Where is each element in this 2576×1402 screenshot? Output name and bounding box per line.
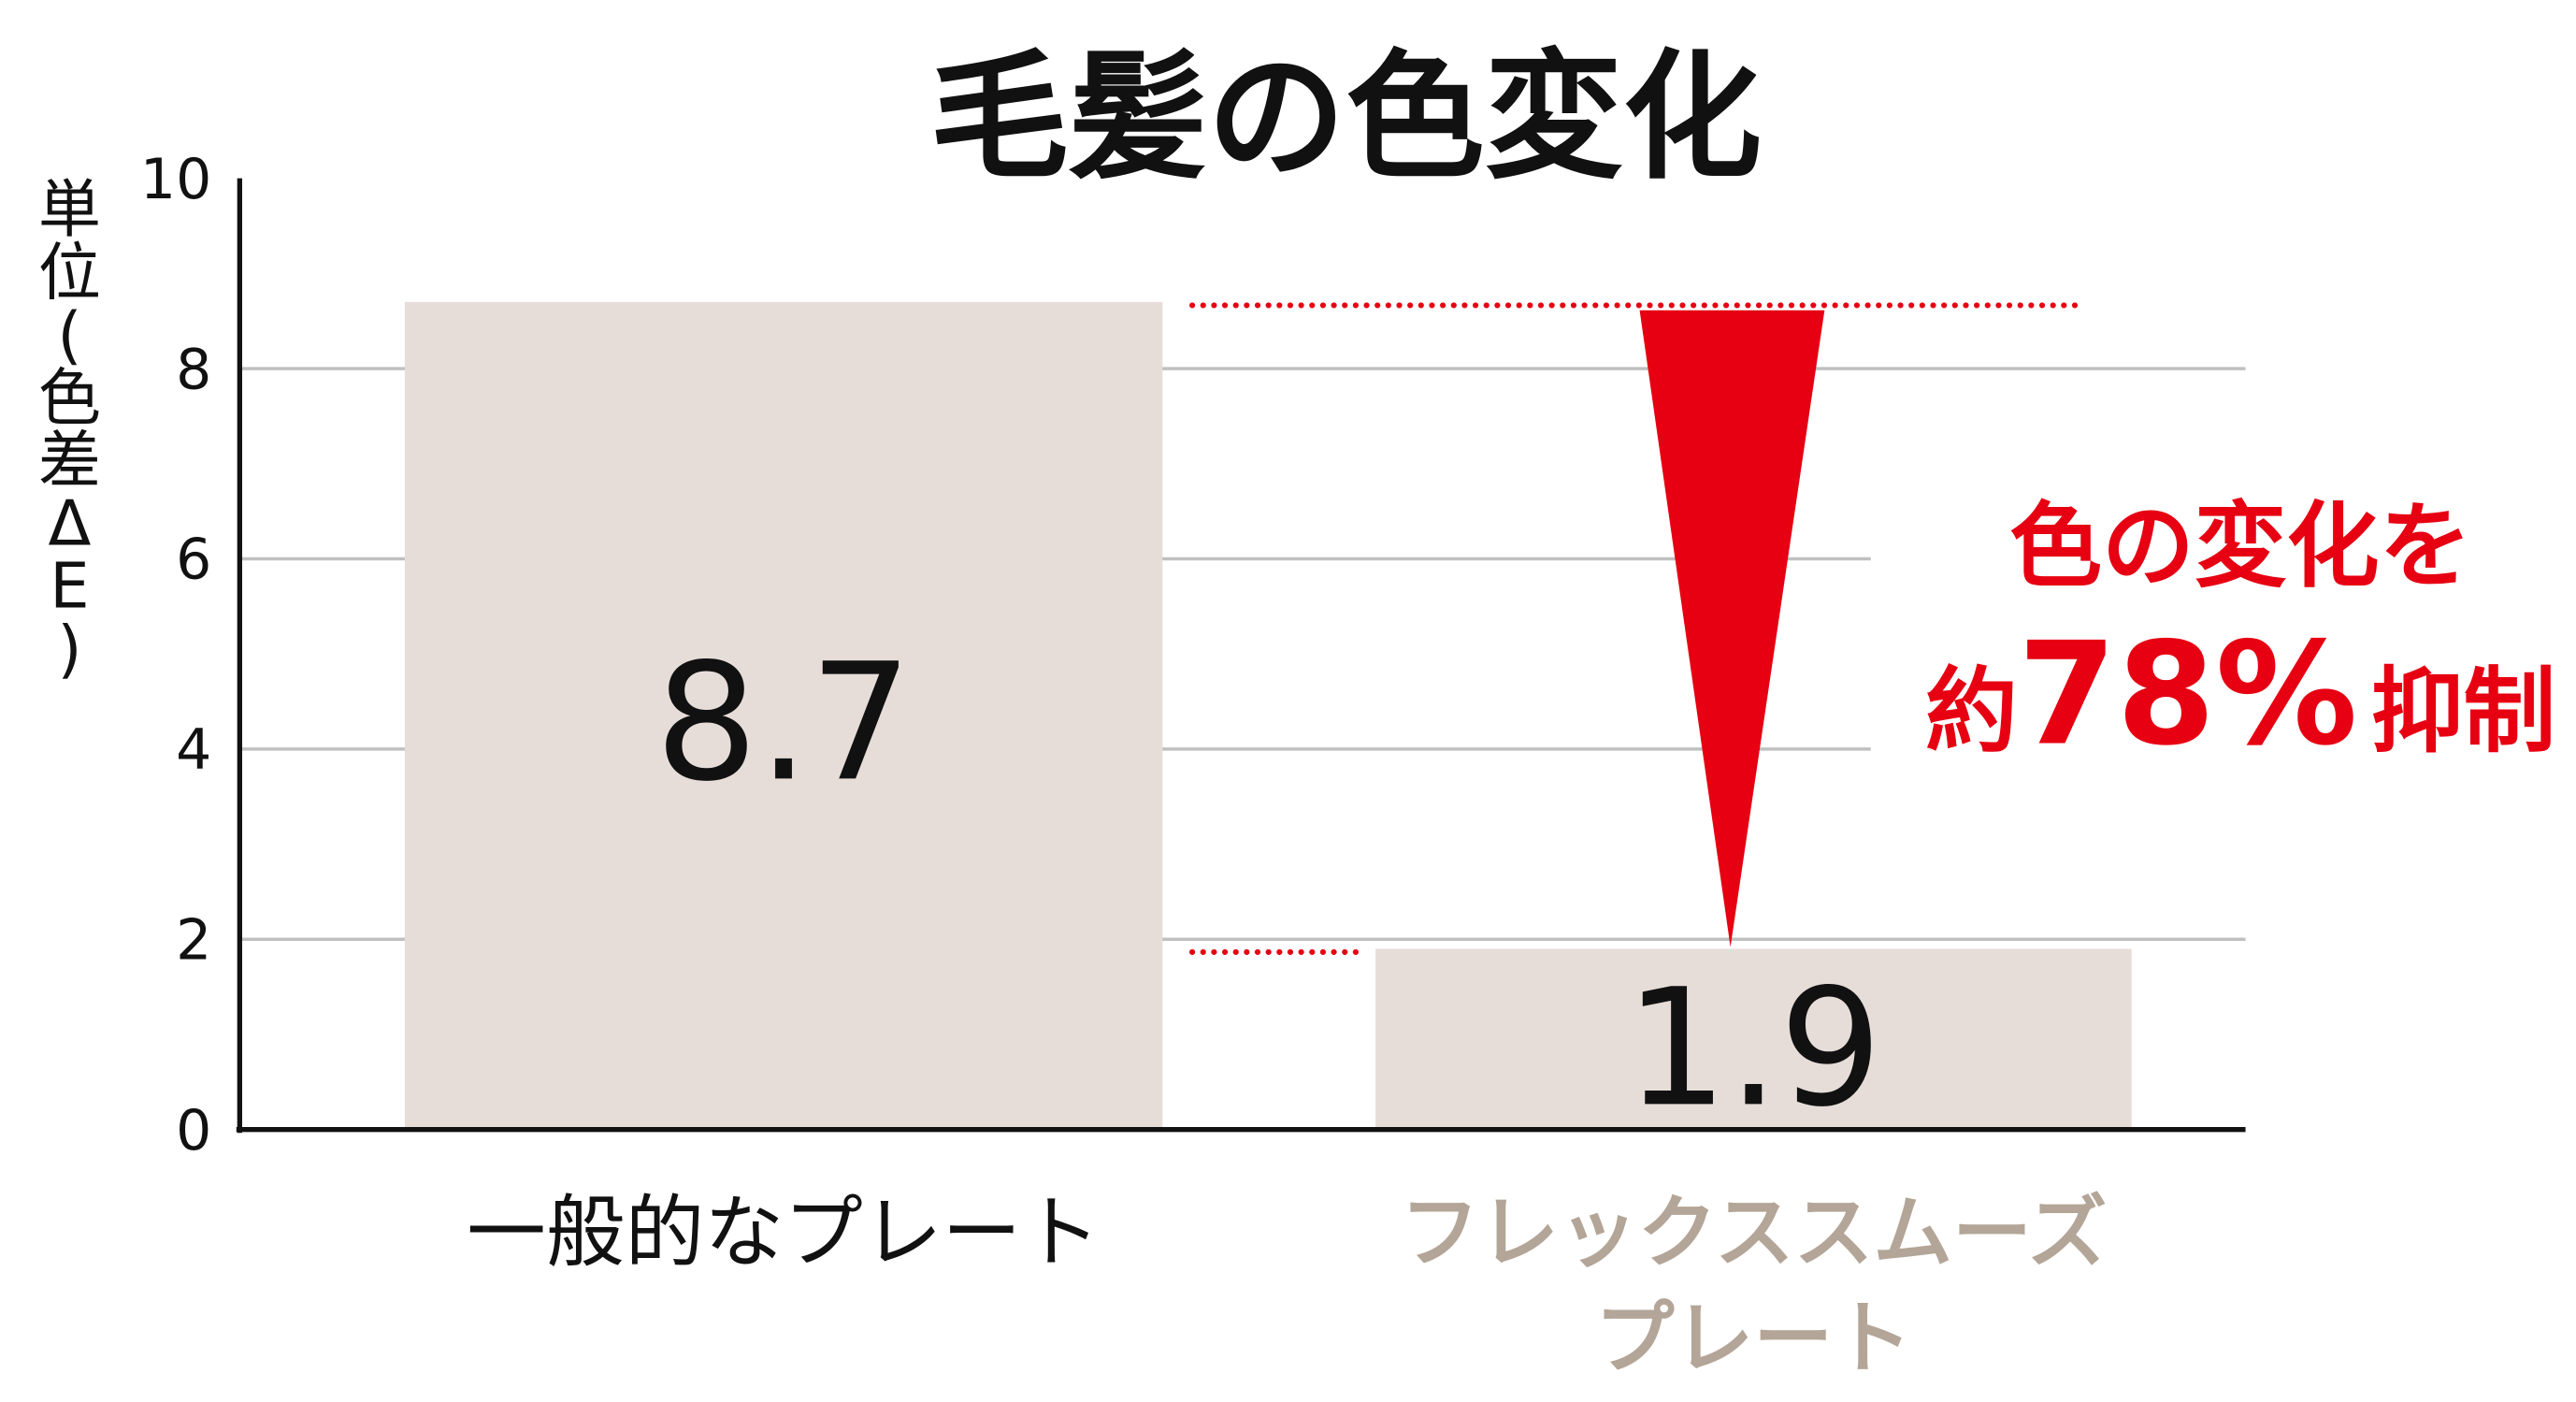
y-axis-label-char: )	[57, 613, 81, 686]
category-label: フレックススムーズ	[1400, 1186, 2107, 1279]
category-label: プレート	[1595, 1292, 1912, 1384]
y-tick-label: 0	[176, 1098, 211, 1164]
y-tick-label: 2	[176, 907, 211, 973]
chart-title: 毛髪の色変化	[929, 36, 1762, 198]
y-axis-label-char: E	[50, 550, 89, 623]
reduction-arrow-icon	[1639, 310, 1825, 947]
bar	[1375, 948, 2132, 1130]
bars: 8.7 1.9	[404, 301, 2132, 1142]
reduction-guides	[1189, 302, 2087, 956]
y-axis-label-char: 単	[38, 173, 101, 246]
bar-value-label: 1.9	[1625, 953, 1882, 1142]
category-label: 一般的なプレート	[467, 1186, 1101, 1279]
bar	[404, 301, 1163, 1130]
annotation-line2: 約78% 抑制	[1925, 612, 2555, 777]
y-tick-label: 8	[176, 337, 211, 402]
y-axis-label-char: 位	[38, 236, 101, 309]
reduction-annotation: 色の変化を 約78% 抑制	[1925, 493, 2555, 777]
y-tick-label: 10	[140, 147, 211, 212]
y-axis-label-char: 差	[38, 425, 101, 498]
y-axis-label-char: Δ	[49, 487, 92, 560]
y-tick-label: 6	[176, 528, 211, 593]
axes	[236, 178, 2246, 1134]
y-ticks: 0 2 4 6 8 10	[140, 147, 211, 1164]
y-axis-label-char: (	[57, 298, 81, 371]
annotation-prefix: 約	[1925, 658, 2018, 766]
y-axis-label-char: 色	[38, 361, 101, 434]
annotation-line1: 色の変化を	[2009, 493, 2471, 600]
bar-value-label: 8.7	[655, 628, 913, 817]
annotation-suffix: 抑制	[2371, 658, 2556, 766]
y-tick-label: 4	[176, 717, 211, 783]
annotation-percent: 78%	[2018, 612, 2357, 777]
